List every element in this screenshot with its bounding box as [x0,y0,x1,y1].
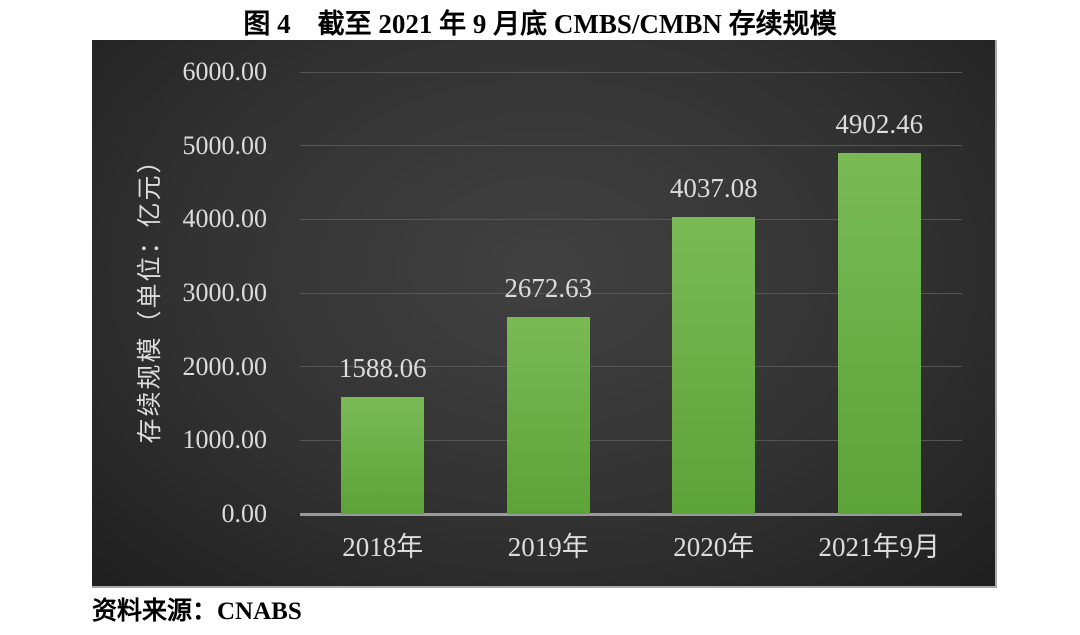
y-tick-label: 2000.00 [182,351,268,381]
bar [672,216,756,514]
chart-area: 存续规模（单位：亿元） 0.00 1000.00 2000.00 3000.00 400… [92,40,997,588]
gridline [300,145,962,147]
bar-value-label: 4037.08 [669,172,758,203]
gridline [300,218,962,220]
gridline [300,292,962,294]
x-axis-line [300,512,962,516]
bar [341,397,425,514]
bar [506,317,590,514]
x-axis-label: 2020年 [673,532,755,562]
y-tick-label: 0.00 [221,499,268,528]
bar-value-label: 2672.63 [504,273,593,304]
y-tick-label: 6000.00 [182,57,268,86]
gridline [300,71,962,73]
bar [837,152,921,514]
bar-value-label: 1588.06 [338,353,427,383]
y-tick-label: 4000.00 [182,204,268,234]
gridline [300,366,962,368]
y-tick-label: 5000.00 [182,130,268,160]
x-axis-label: 2018年 [342,532,424,562]
y-tick-label: 3000.00 [182,278,268,307]
gridline [300,439,962,441]
x-axis-label: 2019年 [507,532,589,562]
x-axis-label: 2021年9月 [818,532,941,562]
y-tick-label: 1000.00 [182,425,268,455]
source-note: 资料来源：CNABS [92,598,302,625]
chart-title: 图 4 截至 2021 年 9 月底 CMBS/CMBN 存续规模 [243,9,837,39]
bar-value-label: 4902.46 [835,108,924,139]
